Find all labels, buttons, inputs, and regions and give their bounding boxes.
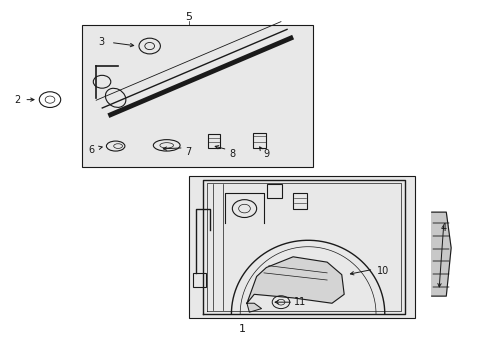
Text: 5: 5 [184, 13, 192, 22]
Bar [252, 133, 266, 148]
Text: 3: 3 [98, 37, 104, 48]
Polygon shape [246, 303, 261, 312]
Text: 7: 7 [185, 147, 191, 157]
Bar [81, 24, 312, 167]
Bar [207, 134, 220, 148]
Polygon shape [246, 257, 344, 303]
Bar [188, 176, 414, 318]
Text: 4: 4 [440, 223, 446, 233]
Text: 2: 2 [14, 95, 20, 105]
Text: 10: 10 [376, 266, 388, 276]
Text: 11: 11 [294, 297, 306, 307]
Polygon shape [431, 212, 450, 296]
Bar [267, 184, 282, 198]
Bar [292, 193, 306, 208]
Text: 9: 9 [263, 149, 269, 159]
Text: 1: 1 [238, 324, 245, 334]
Text: 6: 6 [88, 145, 94, 155]
Text: 8: 8 [229, 149, 235, 159]
Bar [193, 273, 205, 287]
